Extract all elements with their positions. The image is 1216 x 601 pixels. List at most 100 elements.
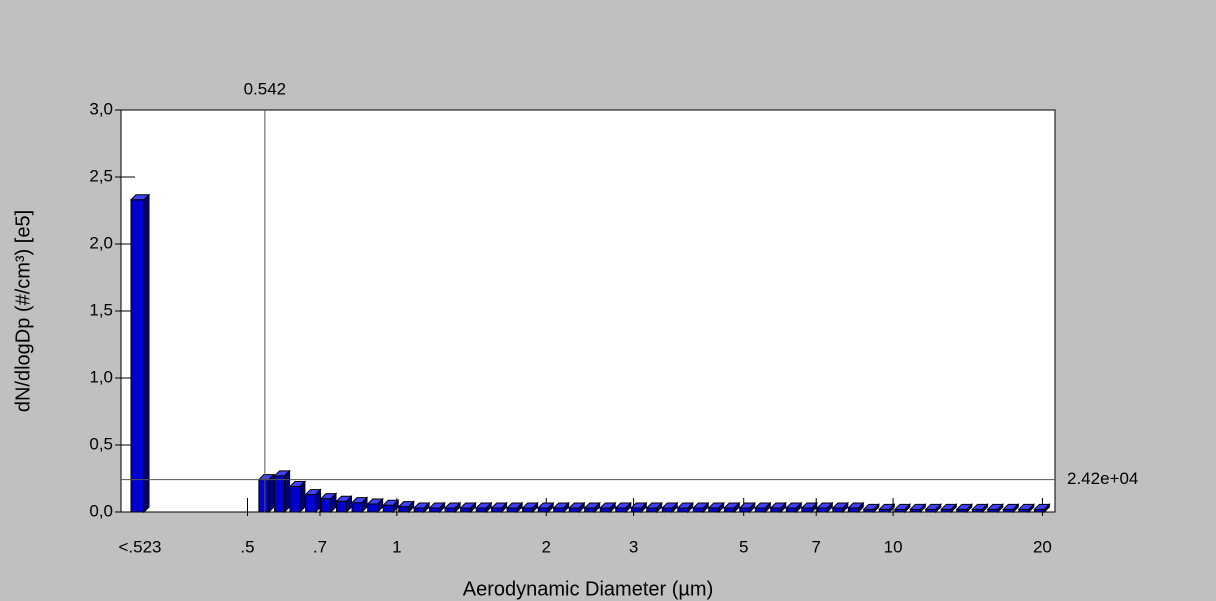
- bar-side: [501, 501, 508, 514]
- bar-side: [795, 501, 802, 514]
- bar: [630, 507, 642, 513]
- bar-side: [594, 501, 601, 514]
- bar-side: [299, 480, 306, 514]
- bar-side: [718, 501, 725, 514]
- bar-side: [268, 473, 275, 514]
- bar-side: [625, 501, 632, 514]
- bar: [661, 507, 673, 513]
- bar-side: [935, 503, 942, 514]
- bar-side: [702, 501, 709, 514]
- bar-side: [966, 503, 973, 514]
- bar-side: [330, 492, 337, 514]
- y-tick-label: 3,0: [89, 99, 113, 118]
- y-tick-label: 2,0: [89, 233, 113, 252]
- bar: [382, 504, 394, 513]
- bar: [351, 502, 363, 513]
- bar-side: [687, 501, 694, 514]
- bar-side: [439, 501, 446, 514]
- bar-side: [361, 496, 368, 514]
- bar: [832, 507, 844, 513]
- bar-side: [888, 503, 895, 514]
- x-tick-label: 2: [542, 537, 551, 556]
- bar-side: [609, 501, 616, 514]
- bar-side: [640, 501, 647, 514]
- bar-side: [997, 503, 1004, 514]
- x-axis-title: Aerodynamic Diameter (µm): [463, 578, 713, 600]
- x-tick-label: .5: [240, 537, 254, 556]
- x-tick-label: 3: [629, 537, 638, 556]
- bar: [491, 507, 503, 513]
- bar-side: [470, 501, 477, 514]
- bar: [584, 507, 596, 513]
- bar: [506, 507, 518, 513]
- bar-side: [749, 501, 756, 514]
- bar: [801, 507, 813, 513]
- y-tick-label: 1,0: [89, 367, 113, 386]
- bar-side: [764, 501, 771, 514]
- bar: [130, 199, 145, 513]
- x-tick-label: 20: [1033, 537, 1052, 556]
- bar: [335, 500, 347, 513]
- x-tick-label: 7: [811, 537, 820, 556]
- bar-side: [842, 501, 849, 514]
- bar-side: [516, 501, 523, 514]
- bar: [739, 507, 751, 513]
- bar: [305, 494, 317, 513]
- bar: [522, 507, 534, 513]
- y-axis-title: dN/dlogDp (#/cm³) [e5]: [12, 210, 34, 412]
- bar-side: [1028, 503, 1035, 514]
- bar: [646, 507, 658, 513]
- x-tick-label: 1: [392, 537, 401, 556]
- x-tick-label: 5: [739, 537, 748, 556]
- bar-side: [671, 501, 678, 514]
- bar-side: [904, 503, 911, 514]
- bar-side: [1043, 503, 1050, 514]
- y-tick-label: 0,5: [89, 434, 113, 453]
- y-tick-label: 0,0: [89, 501, 113, 520]
- bar: [274, 475, 286, 513]
- bar-side: [408, 500, 415, 514]
- bar: [770, 507, 782, 513]
- bar: [847, 507, 859, 513]
- bar-side: [532, 501, 539, 514]
- x-tick-label: 10: [884, 537, 903, 556]
- bar-side: [345, 495, 352, 514]
- bar: [460, 507, 472, 513]
- bar: [475, 507, 487, 513]
- bar-side: [950, 503, 957, 514]
- bar-side: [919, 503, 926, 514]
- bar-side: [733, 501, 740, 514]
- bar: [708, 507, 720, 513]
- bar-side: [826, 501, 833, 514]
- bar-side: [143, 193, 150, 514]
- bar: [429, 507, 441, 513]
- bar: [320, 498, 332, 513]
- bar-side: [547, 501, 554, 514]
- y-tick-label: 1,5: [89, 300, 113, 319]
- bar: [367, 503, 379, 513]
- bar: [785, 507, 797, 513]
- bar-side: [857, 501, 864, 514]
- bar: [289, 486, 301, 513]
- bar: [398, 506, 410, 513]
- bar: [537, 507, 549, 513]
- y-tick-label: 2,5: [89, 166, 113, 185]
- bar: [723, 507, 735, 513]
- bar: [444, 507, 456, 513]
- cursor-x-label: 0.542: [244, 79, 287, 98]
- bar: [258, 479, 270, 513]
- bar-side: [485, 501, 492, 514]
- bar: [816, 507, 828, 513]
- bar: [568, 507, 580, 513]
- bar-side: [981, 503, 988, 514]
- bar-side: [780, 501, 787, 514]
- bar: [553, 507, 565, 513]
- bar-side: [563, 501, 570, 514]
- bar-side: [578, 501, 585, 514]
- bar: [615, 507, 627, 513]
- bar: [599, 507, 611, 513]
- bar-side: [423, 501, 430, 514]
- plot-area: [120, 109, 1056, 513]
- bar-side: [454, 501, 461, 514]
